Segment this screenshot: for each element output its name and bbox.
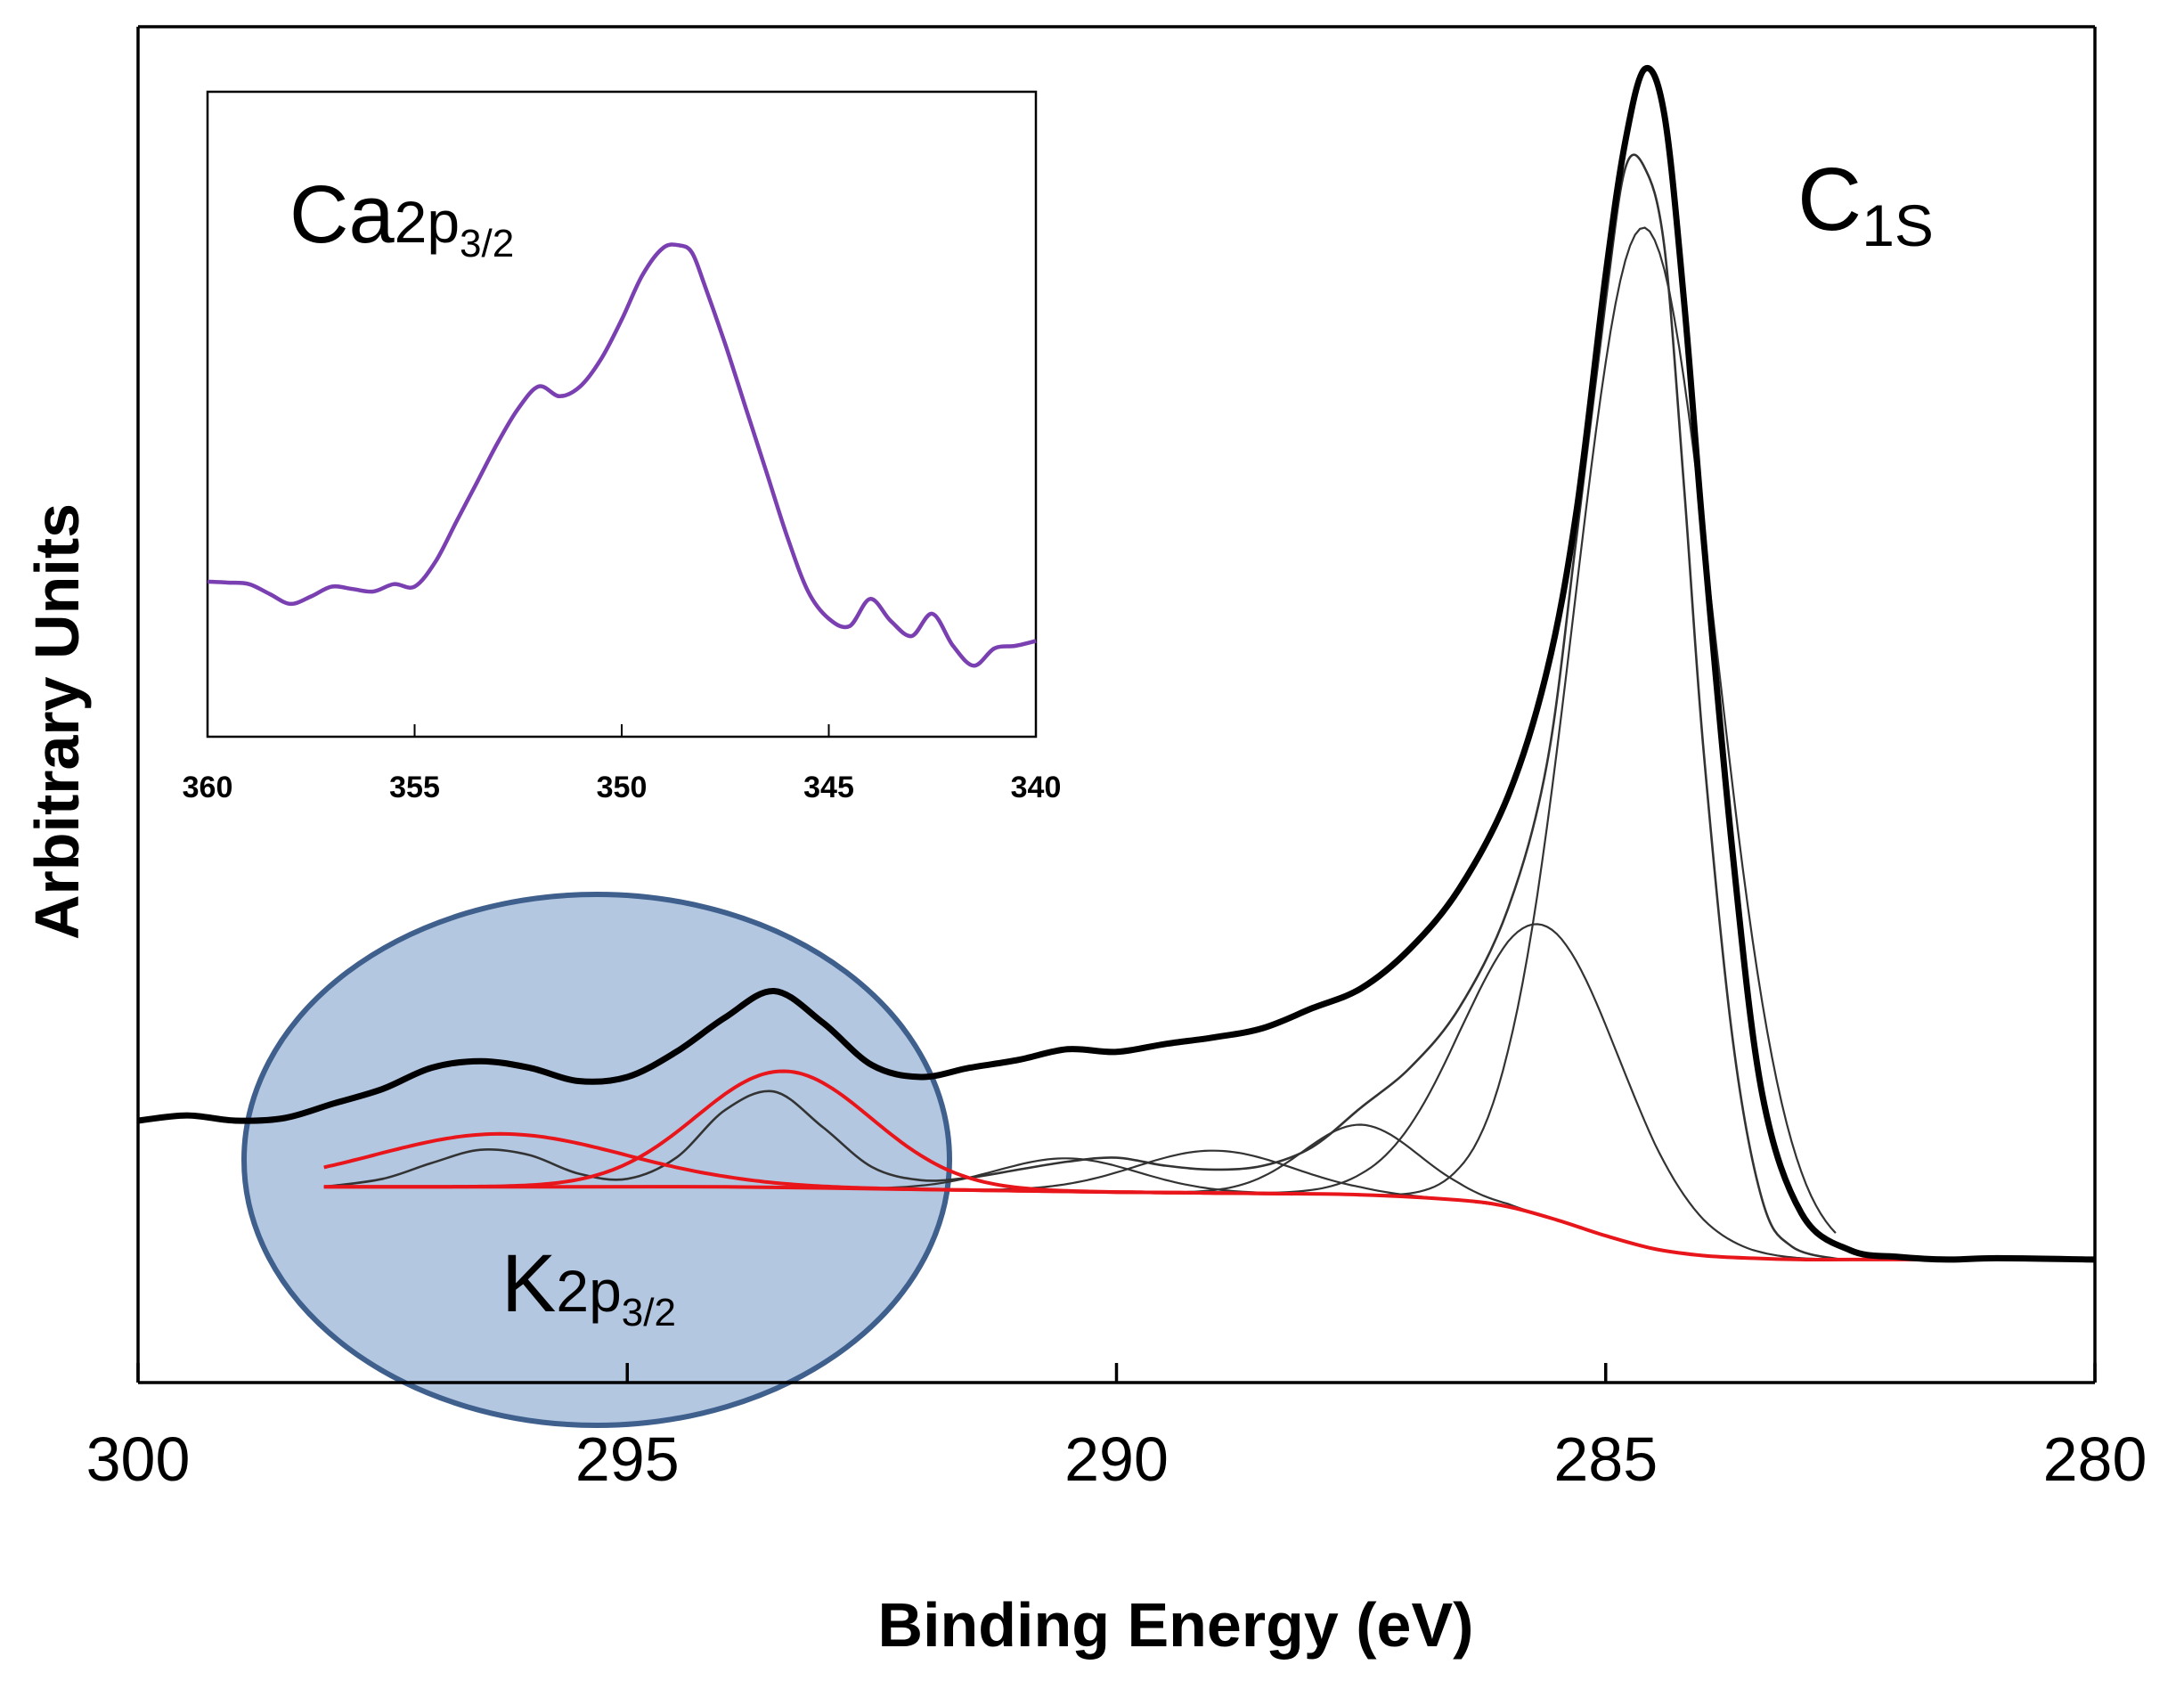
c-o-component-line <box>1077 923 1836 1261</box>
y-axis-title: Arbitrary Units <box>22 503 92 940</box>
fit-components <box>323 153 1949 1262</box>
inset-x-tick-label: 350 <box>597 771 648 804</box>
c1s-label-main: C <box>1797 150 1862 249</box>
x-tick-label: 285 <box>1553 1424 1658 1494</box>
inset-x-tick-label: 360 <box>183 771 233 804</box>
x-tick-label: 280 <box>2043 1424 2147 1494</box>
k-label: K2p3/2 <box>501 1238 676 1334</box>
fitted-envelope-line <box>323 153 1841 1261</box>
c1s-label: C1S <box>1797 150 1934 258</box>
inset-x-tick-label: 355 <box>389 771 440 804</box>
inset-title: Ca2p3/2 <box>289 169 514 265</box>
inset-x-tick-label: 345 <box>803 771 854 804</box>
x-axis-title: Binding Energy (eV) <box>878 1590 1474 1660</box>
inset-title-main: Ca <box>289 169 395 260</box>
inset-x-tick-label: 340 <box>1011 771 1062 804</box>
k-label-sub: 3/2 <box>622 1291 676 1334</box>
shirley-background-line <box>323 1185 1949 1262</box>
x-ticks: 300 295 290 285 280 <box>86 1363 2147 1494</box>
inset-curves <box>207 242 1037 668</box>
x-tick-label: 295 <box>575 1424 680 1494</box>
inset-title-mid: 2p <box>395 189 460 255</box>
inset-ca-spectrum-line <box>207 242 1037 668</box>
k-label-mid: 2p <box>556 1258 621 1324</box>
inset-title-sub: 3/2 <box>460 222 514 265</box>
measured-c1s-spectrum-line <box>137 65 2096 1263</box>
k-label-main: K <box>501 1238 556 1329</box>
k-region-highlight <box>241 892 952 1428</box>
x-tick-label: 300 <box>86 1424 191 1494</box>
c1s-label-sub: 1S <box>1862 192 1934 258</box>
inset-chart: 360 355 350 345 340 Ca2p3/2 <box>183 90 1062 804</box>
inset-x-ticks: 360 355 350 345 340 <box>183 724 1062 804</box>
x-tick-label: 290 <box>1064 1424 1169 1494</box>
c-o-component-line <box>1018 1123 1699 1256</box>
main-curves <box>137 65 2096 1263</box>
